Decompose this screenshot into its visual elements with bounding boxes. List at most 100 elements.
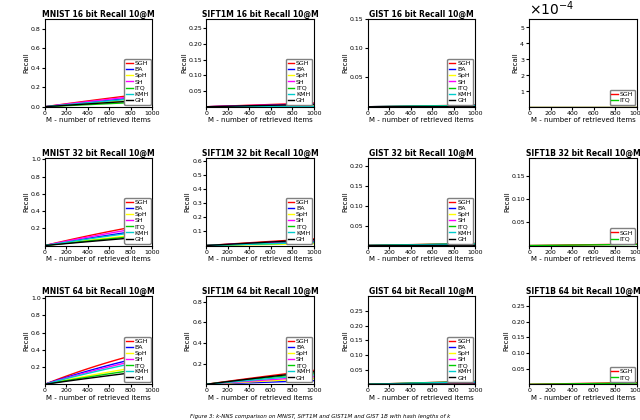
SGH (552, 243, 560, 248)
SH (252, 103, 260, 108)
ITQ (41, 243, 49, 248)
KMH (122, 362, 129, 368)
ITQ (278, 374, 285, 379)
SpH (439, 104, 447, 109)
Title: GIST 64 bit Recall 10@M: GIST 64 bit Recall 10@M (369, 287, 474, 297)
BA (445, 103, 452, 108)
SGH (533, 382, 541, 387)
ITQ (371, 104, 379, 109)
ITQ (428, 242, 436, 247)
Line: SpH: SpH (206, 244, 314, 246)
KMH (428, 242, 436, 247)
GH (252, 103, 260, 108)
GH (252, 240, 260, 245)
GH (283, 102, 291, 108)
SH (202, 382, 210, 387)
ITQ (148, 99, 156, 104)
X-axis label: M - number of retrieved items: M - number of retrieved items (208, 256, 312, 262)
KMH (106, 366, 113, 371)
BA (278, 103, 285, 108)
SpH (122, 367, 129, 372)
GH (90, 375, 98, 380)
SpH (310, 241, 317, 246)
Line: SGH: SGH (529, 383, 637, 384)
SGH (210, 104, 218, 109)
GH (267, 374, 275, 379)
SGH (445, 380, 452, 385)
Legend: SGH, BA, SpH, SH, ITQ, KMH, GH: SGH, BA, SpH, SH, ITQ, KMH, GH (124, 198, 150, 244)
SH (116, 362, 124, 367)
SGH (283, 371, 291, 376)
GH (310, 369, 317, 374)
Line: SGH: SGH (45, 350, 152, 384)
GH (41, 243, 49, 248)
SGH (445, 103, 452, 108)
SH (49, 103, 56, 108)
SGH (601, 104, 609, 109)
KMH (90, 100, 98, 105)
SpH (413, 381, 421, 386)
BA (364, 382, 372, 387)
KMH (310, 240, 317, 245)
SH (413, 382, 421, 387)
SpH (310, 376, 317, 381)
ITQ (633, 381, 640, 386)
SGH (575, 381, 582, 386)
SpH (210, 381, 218, 386)
SH (68, 374, 76, 379)
GH (267, 103, 275, 108)
SH (371, 243, 379, 248)
SpH (106, 100, 113, 105)
SpH (413, 104, 421, 109)
SGH (371, 381, 379, 386)
ITQ (283, 241, 291, 246)
KMH (202, 382, 210, 387)
SGH (252, 240, 260, 245)
BA (122, 96, 129, 101)
KMH (68, 239, 76, 244)
ITQ (229, 242, 237, 247)
KMH (116, 97, 124, 102)
GH (371, 382, 379, 387)
SH (428, 104, 436, 109)
SH (41, 104, 49, 109)
ITQ (590, 104, 598, 109)
BA (68, 373, 76, 378)
ITQ (428, 380, 436, 385)
X-axis label: M - number of retrieved items: M - number of retrieved items (46, 256, 151, 262)
GH (210, 104, 218, 109)
BA (41, 382, 49, 387)
BA (202, 104, 210, 109)
Line: BA: BA (368, 105, 476, 107)
BA (49, 103, 56, 108)
SGH (106, 96, 113, 101)
KMH (364, 243, 372, 248)
GH (229, 104, 237, 109)
SGH (472, 241, 479, 246)
GH (445, 243, 452, 248)
Legend: SGH, BA, SpH, SH, ITQ, KMH, GH: SGH, BA, SpH, SH, ITQ, KMH, GH (447, 198, 474, 244)
Y-axis label: Recall: Recall (185, 191, 191, 212)
Line: SH: SH (206, 241, 314, 246)
GH (229, 241, 237, 247)
SGH (49, 379, 56, 384)
SGH (472, 379, 479, 384)
KMH (68, 375, 76, 380)
Line: SGH: SGH (529, 244, 637, 246)
Title: SIFT1M 16 bit Recall 10@M: SIFT1M 16 bit Recall 10@M (202, 10, 319, 19)
SpH (428, 104, 436, 109)
SH (202, 243, 210, 248)
BA (439, 381, 447, 386)
Title: SIFT1B 64 bit Recall 10@M: SIFT1B 64 bit Recall 10@M (525, 287, 640, 297)
SH (391, 382, 399, 387)
SGH (68, 372, 76, 377)
GH (106, 373, 113, 378)
SpH (445, 243, 452, 248)
KMH (371, 382, 379, 387)
SH (428, 243, 436, 248)
SGH (41, 243, 49, 248)
GH (90, 239, 98, 244)
BA (267, 240, 275, 245)
SGH (148, 348, 156, 353)
SH (445, 104, 452, 109)
